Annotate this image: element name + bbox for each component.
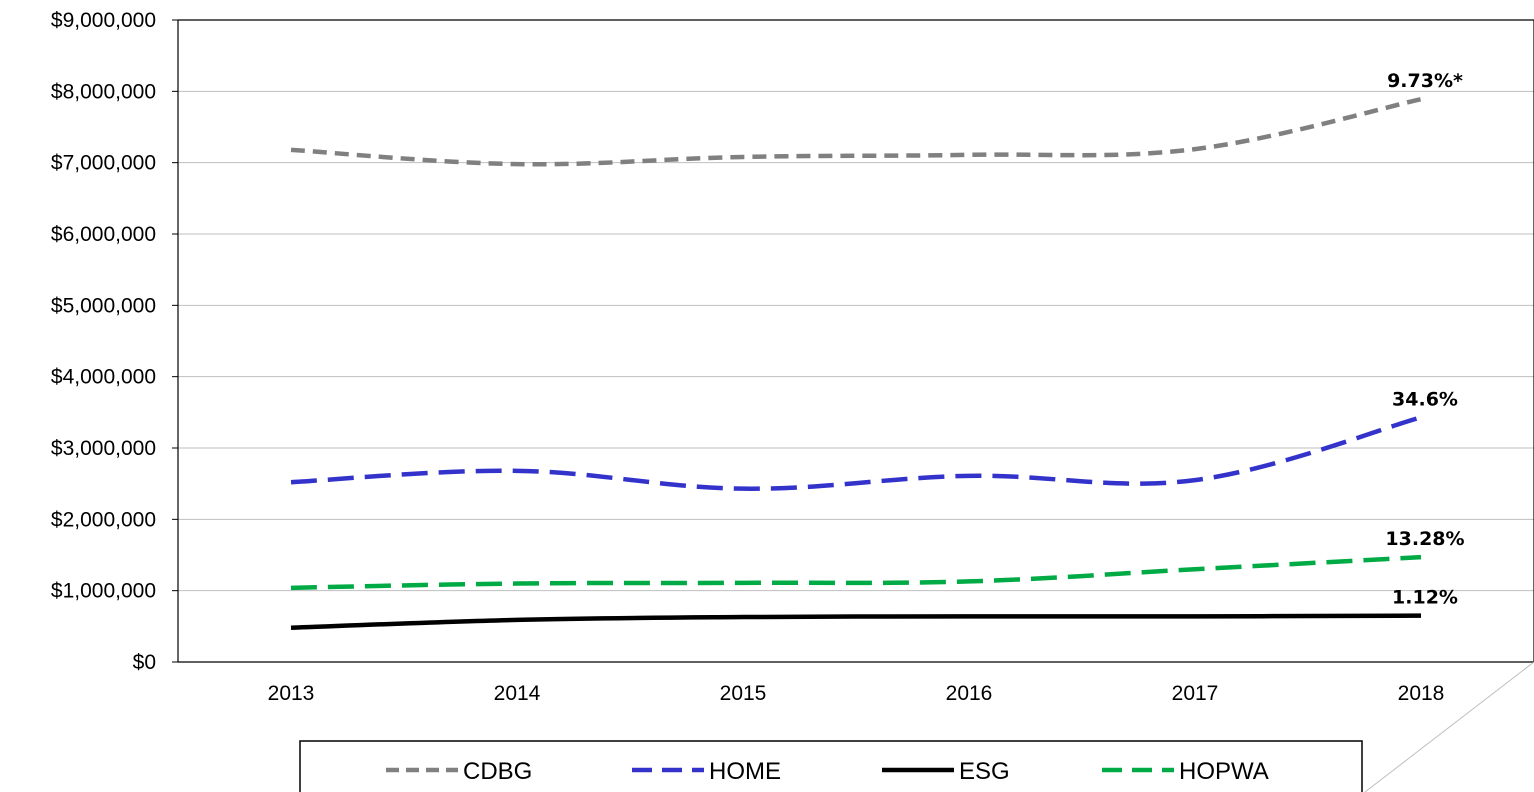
annotation-cdbg: 9.73%* bbox=[1387, 70, 1463, 92]
y-tick-label: $2,000,000 bbox=[51, 508, 156, 531]
series-annotations: 9.73%* 34.6% 1.12% 13.28% bbox=[1385, 70, 1464, 608]
y-tick-label: $8,000,000 bbox=[51, 80, 156, 103]
y-tick-label: $1,000,000 bbox=[51, 580, 156, 603]
gridlines bbox=[172, 20, 1534, 662]
series-line-hopwa bbox=[291, 557, 1421, 588]
x-tick-label: 2017 bbox=[1172, 682, 1219, 705]
series-line-esg bbox=[291, 616, 1421, 628]
x-tick-label: 2014 bbox=[494, 682, 541, 705]
y-tick-label: $6,000,000 bbox=[51, 223, 156, 246]
legend-label-cdbg: CDBG bbox=[463, 758, 532, 785]
annotation-esg: 1.12% bbox=[1392, 587, 1458, 609]
y-tick-label: $9,000,000 bbox=[51, 9, 156, 32]
x-tick-label: 2015 bbox=[720, 682, 767, 705]
y-tick-label: $7,000,000 bbox=[51, 152, 156, 175]
y-tick-label: $3,000,000 bbox=[51, 437, 156, 460]
legend-label-home: HOME bbox=[709, 758, 781, 785]
x-tick-label: 2018 bbox=[1398, 682, 1445, 705]
x-tick-label: 2016 bbox=[946, 682, 993, 705]
legend-label-hopwa: HOPWA bbox=[1179, 758, 1269, 785]
series-lines bbox=[291, 99, 1421, 628]
series-line-cdbg bbox=[291, 99, 1421, 164]
legend: CDBG HOME ESG HOPWA bbox=[300, 741, 1362, 792]
decorative-diagonal-line bbox=[1365, 662, 1534, 792]
x-tick-labels: 2013 2014 2015 2016 2017 2018 bbox=[268, 682, 1445, 705]
series-line-home bbox=[291, 417, 1421, 488]
annotation-home: 34.6% bbox=[1392, 388, 1458, 410]
y-tick-label: $4,000,000 bbox=[51, 366, 156, 389]
y-tick-labels: $0 $1,000,000 $2,000,000 $3,000,000 $4,000,0… bbox=[51, 9, 156, 674]
annotation-hopwa: 13.28% bbox=[1385, 528, 1464, 550]
y-tick-label: $5,000,000 bbox=[51, 294, 156, 317]
x-tick-label: 2013 bbox=[268, 682, 315, 705]
y-tick-label: $0 bbox=[133, 651, 156, 674]
legend-label-esg: ESG bbox=[959, 758, 1010, 785]
axes bbox=[178, 20, 1534, 662]
